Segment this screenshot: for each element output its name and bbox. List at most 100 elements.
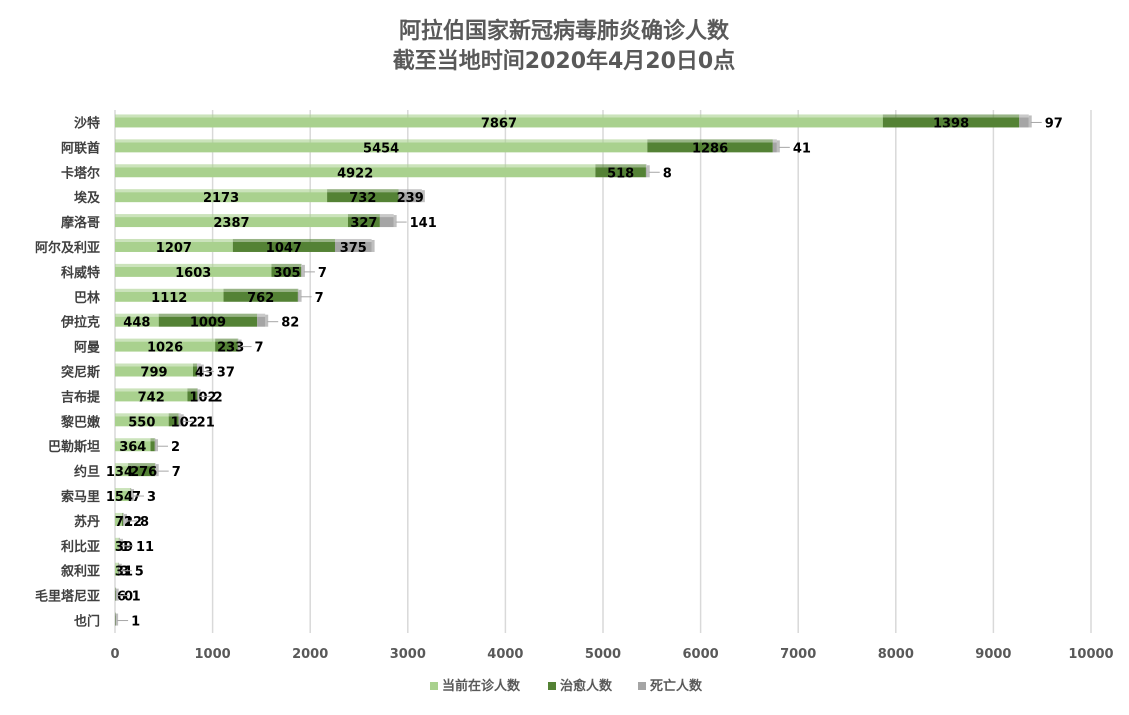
- data-label: 82: [281, 316, 299, 331]
- bar-segment: [158, 316, 258, 327]
- data-label: 305: [273, 266, 300, 281]
- bar-top-face: [115, 438, 151, 442]
- bar-side-face: [123, 513, 127, 526]
- x-tick-label: 10000: [1068, 647, 1113, 662]
- bar-top-face: [123, 512, 124, 516]
- x-axis-ticks: 0 1000 2000 3000 4000 5000 6000 7000 8000 9000 100…: [110, 647, 1113, 662]
- bar-segment: [197, 366, 201, 377]
- bar-top-face: [297, 288, 299, 292]
- bar-side-face: [298, 289, 302, 302]
- bar-top-face: [347, 214, 380, 218]
- category-label: 摩洛哥: [61, 215, 100, 231]
- bar-top-face: [115, 488, 131, 492]
- data-label: 154: [106, 490, 133, 505]
- bar-top-face: [772, 139, 777, 143]
- category-label: 叙利亚: [61, 564, 100, 580]
- data-label: 5454: [363, 141, 399, 156]
- bar-segment: [882, 117, 1020, 128]
- data-label: 7: [255, 341, 264, 356]
- bar-segment: [237, 341, 239, 352]
- bar-segment: [122, 515, 124, 526]
- bar-top-face: [398, 189, 422, 193]
- bar-segment: [118, 540, 120, 551]
- x-tick-label: 9000: [975, 647, 1011, 662]
- bar-top-face: [271, 263, 302, 267]
- bar-segment: [192, 366, 198, 377]
- bar-segment: [115, 515, 123, 526]
- bar-segment: [115, 416, 169, 427]
- data-label: 12: [124, 515, 142, 530]
- x-tick-label: 6000: [683, 647, 719, 662]
- bar-segment: [271, 266, 302, 277]
- data-label: 1: [131, 615, 140, 630]
- data-label: 2: [214, 390, 223, 405]
- bar-top-face: [215, 338, 238, 342]
- bar-segment: [168, 416, 179, 427]
- data-label: 8: [140, 515, 149, 530]
- bar-segment: [647, 142, 773, 153]
- data-label: 1286: [692, 141, 728, 156]
- data-label: 1398: [933, 116, 969, 131]
- bar-top-face: [197, 363, 201, 367]
- bars: [115, 114, 1032, 626]
- bar-top-face: [115, 288, 224, 292]
- bar-top-face: [1019, 114, 1029, 118]
- data-label: 8: [663, 166, 672, 181]
- data-label: 276: [130, 465, 157, 480]
- bar-top-face: [115, 313, 159, 317]
- bar-top-face: [115, 238, 233, 242]
- bar-top-face: [178, 413, 181, 417]
- bar-segment: [115, 540, 119, 551]
- category-label: 也门: [74, 614, 100, 630]
- data-label: 2387: [213, 216, 249, 231]
- bar-top-face: [115, 338, 216, 342]
- bar-top-face: [334, 238, 372, 242]
- bar-segment: [115, 366, 193, 377]
- bar-top-face: [115, 164, 596, 168]
- bar-side-face: [155, 439, 159, 452]
- bar-side-face: [197, 389, 201, 402]
- data-label: 1047: [266, 241, 302, 256]
- bar-top-face: [115, 413, 169, 417]
- category-label: 毛里塔尼亚: [35, 589, 100, 605]
- bar-top-face: [115, 388, 188, 392]
- x-tick-label: 1000: [195, 647, 231, 662]
- x-tick-label: 8000: [878, 647, 914, 662]
- bar-top-face: [115, 537, 119, 541]
- bar-segment: [347, 217, 380, 228]
- bar-top-face: [192, 363, 198, 367]
- bar-segment: [379, 217, 394, 228]
- x-tick-label: 4000: [487, 647, 523, 662]
- bar-segment: [115, 192, 328, 203]
- bar-segment: [1019, 117, 1029, 128]
- bar-segment: [115, 466, 129, 477]
- data-label: 21: [197, 415, 215, 430]
- data-label: 72: [115, 515, 133, 530]
- bar-top-face: [595, 164, 646, 168]
- legend-label: 死亡人数: [650, 678, 703, 694]
- bar-top-face: [115, 463, 129, 467]
- legend-label: 当前在诊人数: [442, 678, 521, 694]
- bar-segment: [118, 565, 119, 576]
- data-label: 799: [140, 366, 167, 381]
- category-label: 黎巴嫩: [61, 414, 101, 430]
- bar-side-face: [155, 464, 159, 477]
- bar-segment: [334, 241, 372, 252]
- bar-segment: [257, 316, 266, 327]
- data-label: 375: [340, 241, 367, 256]
- bar-segment: [215, 341, 238, 352]
- bar-side-face: [119, 538, 123, 551]
- category-label: 苏丹: [74, 514, 100, 530]
- bar-top-face: [115, 512, 123, 516]
- bar-top-face: [150, 438, 155, 442]
- bar-top-face: [232, 238, 335, 242]
- grid-lines: [114, 110, 1092, 633]
- data-label: 1009: [190, 316, 226, 331]
- category-label: 阿联酋: [61, 140, 100, 156]
- bar-segment: [595, 167, 646, 178]
- data-label: 1112: [151, 291, 187, 306]
- bar-segment: [772, 142, 777, 153]
- data-label: 134: [106, 465, 133, 480]
- bar-segment: [398, 192, 422, 203]
- x-tick-label: 0: [110, 647, 119, 662]
